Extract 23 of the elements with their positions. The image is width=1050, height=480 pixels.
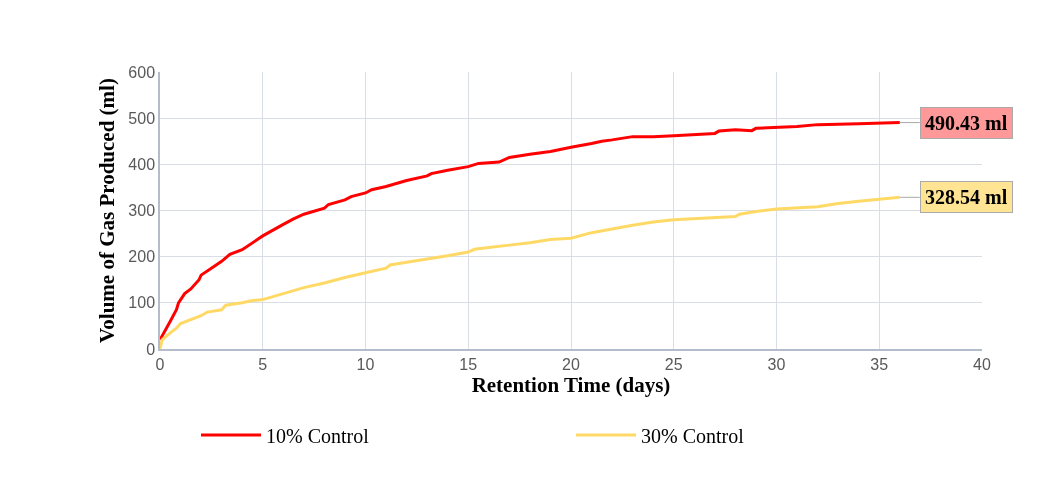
y-tick-label: 600 bbox=[128, 63, 156, 81]
legend-label: 30% Control bbox=[641, 424, 745, 447]
x-tick-label: 25 bbox=[664, 355, 683, 373]
y-tick-label: 500 bbox=[128, 109, 156, 127]
y-tick-label: 100 bbox=[128, 294, 156, 312]
x-tick-label: 5 bbox=[258, 355, 268, 373]
line-series bbox=[160, 195, 902, 349]
x-axis-title: Retention Time (days) bbox=[471, 372, 671, 397]
y-tick-label: 300 bbox=[128, 202, 156, 220]
y-tick-label: 0 bbox=[146, 340, 156, 358]
annotation: 490.43 ml bbox=[925, 112, 1008, 134]
y-axis-title: Volume of Gas Produced (ml) bbox=[95, 78, 119, 343]
line-series bbox=[160, 121, 902, 342]
y-tick-label: 200 bbox=[128, 248, 156, 266]
legend-label: 10% Control bbox=[266, 424, 370, 447]
x-tick-label: 40 bbox=[973, 355, 991, 373]
x-tick-label: 30 bbox=[767, 355, 786, 373]
y-tick-label: 400 bbox=[128, 155, 156, 173]
annotation: 328.54 ml bbox=[925, 186, 1008, 208]
x-tick-label: 20 bbox=[562, 355, 580, 373]
x-tick-label: 35 bbox=[870, 355, 889, 373]
x-tick-label: 15 bbox=[459, 355, 478, 373]
x-tick-label: 10 bbox=[356, 355, 375, 373]
